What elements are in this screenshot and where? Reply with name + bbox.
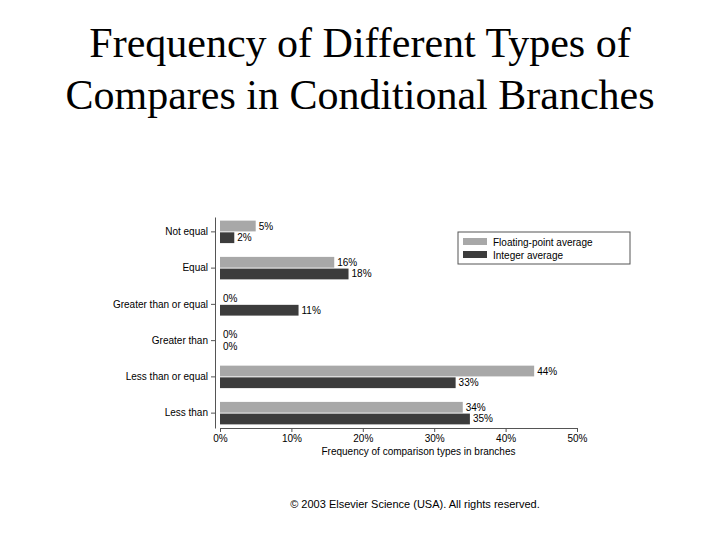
x-tick: 50% — [567, 428, 587, 444]
legend-swatch — [463, 238, 487, 245]
bar — [220, 232, 234, 243]
data-label: 0% — [223, 293, 238, 304]
x-tick: 30% — [425, 428, 445, 444]
y-axis: Not equal Equal Greater than or equal Great… — [113, 218, 216, 429]
title-line: Compares in Conditional Branches — [65, 72, 654, 118]
y-tick-label: Less than or equal — [126, 371, 208, 382]
x-tick-label: 40% — [496, 433, 516, 444]
x-axis-line — [221, 428, 578, 429]
y-tick-mark — [211, 376, 215, 377]
bar — [220, 257, 334, 268]
bar — [220, 366, 534, 377]
x-tick-mark — [434, 428, 435, 432]
y-tick-mark — [211, 268, 215, 269]
y-tick: Less than — [165, 407, 215, 418]
x-tick: 0% — [213, 428, 228, 444]
x-axis-title: Frequency of comparison types in branche… — [322, 446, 516, 457]
y-tick: Not equal — [165, 226, 215, 237]
y-tick-label: Equal — [182, 262, 208, 273]
x-tick-mark — [363, 428, 364, 432]
background — [0, 0, 720, 540]
x-tick-mark — [506, 428, 507, 432]
y-tick-mark — [211, 413, 215, 414]
legend-swatch — [463, 251, 487, 258]
chart: Frequency of Different Types of Compares … — [0, 0, 720, 540]
data-label: 0% — [223, 341, 238, 352]
annotation: © 2003 Elsevier Science (USA). All right… — [290, 498, 540, 510]
data-label: 0% — [223, 329, 238, 340]
x-tick-label: 20% — [353, 433, 373, 444]
data-label: 5% — [259, 221, 274, 232]
data-label: 34% — [466, 402, 486, 413]
legend-label: Integer average — [493, 250, 563, 261]
x-tick: 20% — [353, 428, 373, 444]
legend-label: Floating-point average — [493, 237, 593, 248]
x-tick-mark — [220, 428, 221, 432]
title-line: Frequency of Different Types of — [89, 20, 630, 66]
y-tick: Greater than or equal — [113, 299, 215, 310]
y-axis-line — [215, 218, 216, 429]
x-tick-label: 50% — [567, 433, 587, 444]
data-label: 18% — [352, 268, 372, 279]
x-tick-mark — [291, 428, 292, 432]
bar — [220, 305, 299, 316]
x-tick: 10% — [282, 428, 302, 444]
legend-frame — [458, 232, 630, 264]
bar — [220, 329, 221, 340]
y-tick-label: Greater than — [152, 335, 208, 346]
legend: Floating-point average Integer average — [458, 232, 630, 264]
bar — [220, 402, 463, 413]
bar — [220, 269, 349, 280]
bar — [220, 293, 221, 304]
x-tick-label: 10% — [282, 433, 302, 444]
y-tick-mark — [211, 340, 215, 341]
bar — [220, 377, 456, 388]
y-tick: Equal — [182, 262, 215, 273]
data-label: 33% — [459, 377, 479, 388]
y-tick-mark — [211, 231, 215, 232]
x-axis: 0% 10% 20% 30% 40% 50% — [213, 428, 587, 444]
data-label: 2% — [237, 232, 252, 243]
y-tick-label: Not equal — [165, 226, 208, 237]
y-tick-mark — [211, 304, 215, 305]
data-label: 16% — [337, 257, 357, 268]
y-tick-label: Less than — [165, 407, 208, 418]
x-tick: 40% — [496, 428, 516, 444]
x-tick-label: 0% — [213, 433, 228, 444]
bar — [220, 341, 221, 352]
title: Frequency of Different Types of Compares … — [65, 20, 654, 118]
data-label: 35% — [473, 413, 493, 424]
x-tick-mark — [577, 428, 578, 432]
data-label: 11% — [302, 305, 321, 316]
y-tick: Greater than — [152, 335, 215, 346]
y-tick: Less than or equal — [126, 371, 215, 382]
bar — [220, 221, 256, 232]
y-tick-label: Greater than or equal — [113, 299, 208, 310]
bar — [220, 414, 470, 425]
data-label: 44% — [537, 366, 557, 377]
x-tick-label: 30% — [425, 433, 445, 444]
